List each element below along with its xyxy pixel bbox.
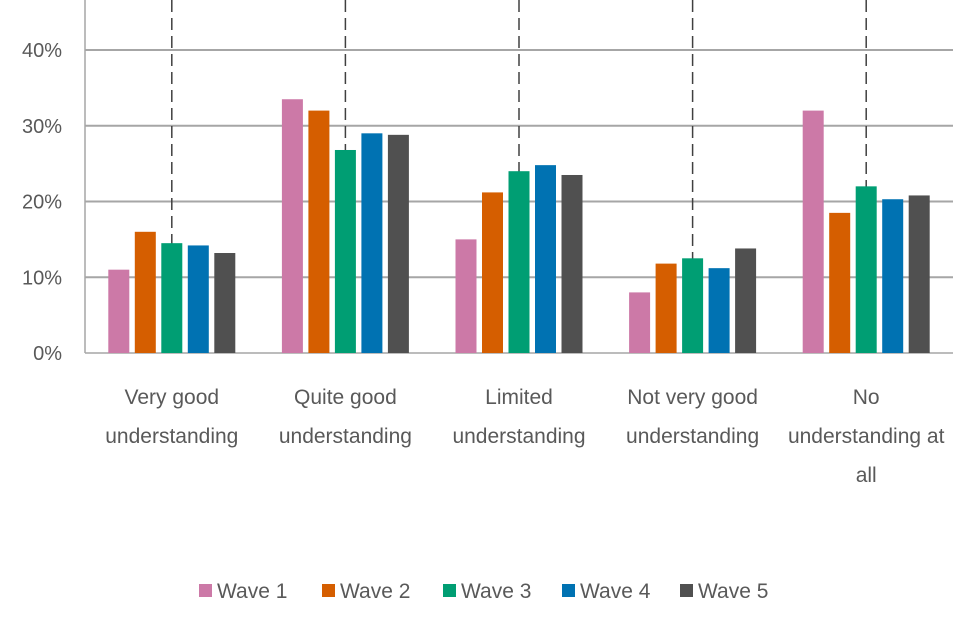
bar-wave-3 <box>161 243 183 353</box>
legend-label: Wave 5 <box>698 580 768 603</box>
legend-swatch <box>443 584 456 597</box>
category-label: understanding <box>626 425 759 448</box>
bar-wave-1 <box>108 269 130 353</box>
bar-wave-2 <box>134 231 156 353</box>
bar-wave-3 <box>334 149 356 353</box>
legend-swatch <box>199 584 212 597</box>
bars <box>108 99 930 353</box>
bar-wave-1 <box>629 292 651 353</box>
category-label: No <box>853 386 880 409</box>
legend-label: Wave 2 <box>340 580 410 603</box>
bar-wave-2 <box>655 263 677 353</box>
category-label: understanding <box>105 425 238 448</box>
category-label: Not very good <box>627 386 758 409</box>
legend: Wave 1 Wave 2 Wave 3 Wave 4 Wave 5 <box>199 580 768 603</box>
bar-wave-3 <box>682 258 704 353</box>
y-tick-labels: 0% 10% 20% 30% 40% <box>22 40 62 365</box>
y-tick-label: 30% <box>22 116 62 138</box>
y-tick-label: 40% <box>22 40 62 62</box>
bar-wave-5 <box>735 248 757 353</box>
y-tick-label: 10% <box>22 267 62 289</box>
bar-wave-1 <box>281 99 303 353</box>
bar-wave-5 <box>387 134 409 353</box>
bar-wave-5 <box>561 174 583 353</box>
category-labels: Very good understanding Quite good understa… <box>105 386 944 487</box>
category-label: understanding at <box>788 425 945 448</box>
legend-label: Wave 3 <box>461 580 531 603</box>
category-label: understanding <box>279 425 412 448</box>
bar-wave-4 <box>187 245 209 353</box>
y-tick-label: 0% <box>33 343 62 365</box>
bar-wave-4 <box>535 165 556 353</box>
bar-wave-5 <box>214 253 236 353</box>
bar-wave-2 <box>482 192 503 353</box>
legend-swatch <box>562 584 575 597</box>
legend-swatch <box>680 584 693 597</box>
bar-wave-2 <box>829 212 851 353</box>
legend-label: Wave 1 <box>217 580 287 603</box>
legend-label: Wave 4 <box>580 580 651 603</box>
category-label: Limited <box>485 386 553 409</box>
bar-wave-4 <box>882 199 904 353</box>
category-label: Very good <box>125 386 220 409</box>
y-tick-label: 20% <box>22 192 62 214</box>
category-label: understanding <box>452 425 585 448</box>
category-label: Quite good <box>294 386 397 409</box>
bar-wave-4 <box>361 133 383 353</box>
legend-swatch <box>322 584 335 597</box>
bar-wave-4 <box>708 268 730 353</box>
bar-wave-2 <box>308 110 330 353</box>
bar-wave-1 <box>455 239 477 353</box>
bar-wave-1 <box>802 110 824 353</box>
bar-wave-3 <box>855 186 877 353</box>
bar-wave-5 <box>908 195 930 353</box>
category-label: all <box>856 464 877 487</box>
bar-wave-3 <box>508 171 530 353</box>
